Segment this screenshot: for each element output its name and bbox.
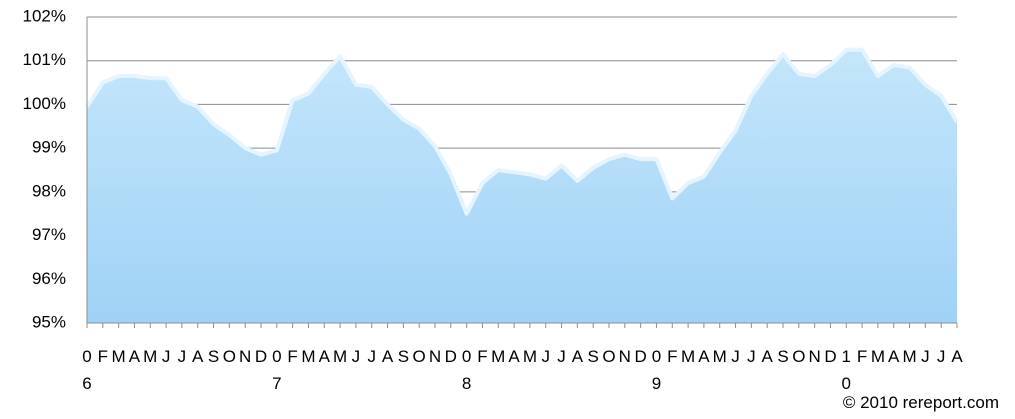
x-tick-label: M [143, 347, 158, 366]
x-tick-label: O [602, 347, 616, 366]
x-tick-label: 0 8 [461, 347, 472, 393]
x-tick-label: S [397, 347, 410, 366]
x-tick-label: F [97, 347, 108, 366]
x-tick-label: J [557, 347, 566, 366]
x-tick-label: D [824, 347, 837, 366]
x-tick-label: N [808, 347, 821, 366]
x-tick-label: O [792, 347, 806, 366]
x-tick-label: M [332, 347, 348, 366]
x-tick-label: F [287, 347, 298, 366]
x-tick-label: A [698, 347, 710, 366]
y-tick-label: 100% [23, 94, 66, 113]
x-tick-label: J [161, 347, 171, 366]
x-tick-label: J [367, 347, 376, 366]
x-tick-label: J [177, 347, 187, 366]
x-tick-label: A [192, 347, 204, 366]
x-tick-label: F [856, 347, 868, 366]
x-tick-label: M [522, 347, 537, 366]
credit: © 2010 rereport.com [842, 393, 999, 412]
x-tick-label: M [301, 347, 316, 366]
x-tick-label: A [888, 347, 900, 366]
x-tick-label: A [951, 347, 963, 366]
x-tick-label: N [239, 347, 252, 366]
y-tick-label: 99% [32, 138, 66, 157]
y-tick-label: 102% [23, 6, 66, 25]
x-tick-label: F [477, 347, 488, 366]
x-tick-label: S [207, 347, 220, 366]
y-tick-label: 97% [32, 225, 66, 244]
x-tick-label: O [412, 347, 426, 366]
x-tick-label: J [351, 347, 361, 366]
x-tick-label: M [491, 347, 506, 366]
x-tick-label: S [777, 347, 789, 366]
x-tick-label: N [618, 347, 631, 366]
x-tick-label: D [444, 347, 457, 366]
x-tick-label: A [381, 347, 394, 366]
x-tick-label: M [902, 347, 917, 366]
x-tick-label: D [634, 347, 647, 366]
x-tick-label: J [747, 347, 756, 366]
x-tick-label: M [712, 347, 727, 366]
x-tick-label: A [761, 347, 773, 366]
area-edge [85, 47, 959, 216]
x-tick-label: 0 6 [82, 347, 92, 393]
x-tick-label: A [128, 347, 141, 366]
area [87, 49, 957, 324]
x-tick-label: A [508, 347, 520, 366]
y-tick-label: 95% [32, 312, 66, 331]
y-tick-label: 98% [32, 181, 66, 200]
x-tick-label: J [731, 347, 740, 366]
x-tick-label: 0 7 [272, 347, 282, 393]
x-tick-label: J [921, 347, 930, 366]
x-tick-label: N [428, 347, 442, 366]
x-tick-label: A [571, 347, 584, 366]
x-tick-label: S [587, 347, 599, 366]
x-tick-label: M [680, 347, 696, 366]
x-tick-label: M [870, 347, 885, 366]
x-tick-label: A [318, 347, 330, 366]
y-tick-label: 101% [23, 50, 66, 69]
x-tick-label: D [254, 347, 268, 366]
x-tick-label: 0 9 [651, 347, 662, 393]
x-tick-label: J [541, 347, 550, 366]
y-tick-label: 96% [32, 269, 66, 288]
x-tick-label: M [111, 347, 126, 366]
x-tick-label: 1 0 [841, 347, 851, 393]
x-tick-label: J [936, 347, 946, 366]
x-tick-label: O [222, 347, 236, 366]
x-tick-label: F [667, 347, 678, 366]
